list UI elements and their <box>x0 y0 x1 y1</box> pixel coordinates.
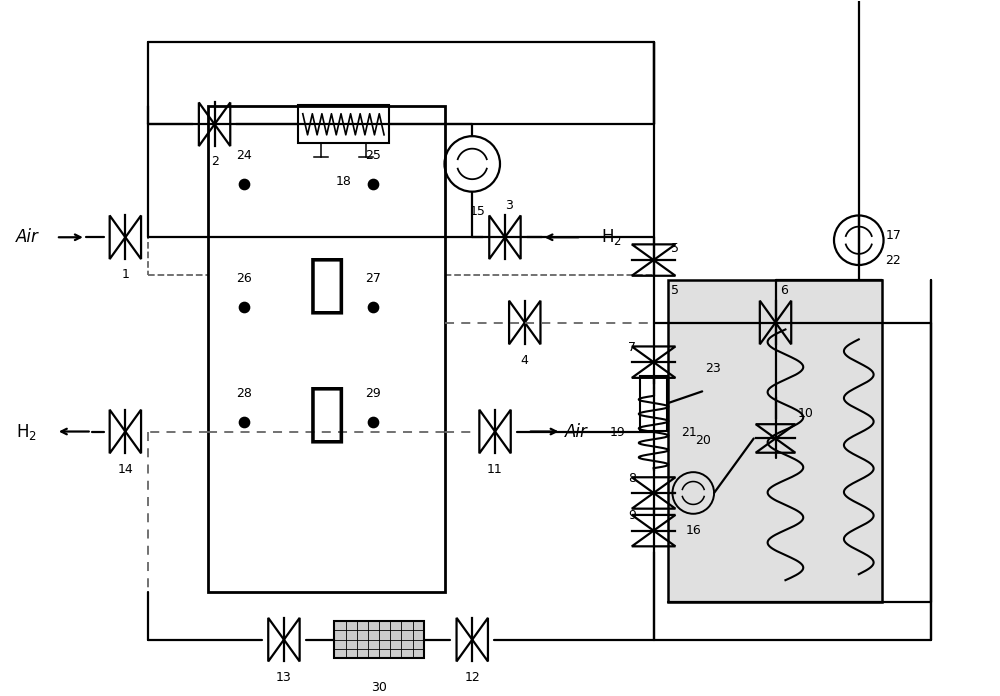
Text: 14: 14 <box>117 463 133 475</box>
Text: 10: 10 <box>797 407 813 420</box>
Text: Air: Air <box>16 228 39 246</box>
Bar <box>334 621 424 658</box>
Point <box>365 178 381 189</box>
Text: 26: 26 <box>236 272 252 285</box>
Text: 5: 5 <box>671 242 679 255</box>
Text: 24: 24 <box>236 149 252 162</box>
Text: 9: 9 <box>628 509 636 522</box>
Text: 20: 20 <box>695 434 711 448</box>
Text: 12: 12 <box>464 671 480 683</box>
Text: 15: 15 <box>469 205 485 218</box>
Bar <box>298 106 389 143</box>
Text: 27: 27 <box>365 272 381 285</box>
Bar <box>640 376 667 431</box>
Text: 11: 11 <box>487 463 503 475</box>
Text: 19: 19 <box>610 425 626 438</box>
Text: 17: 17 <box>886 229 901 242</box>
Point <box>236 301 252 313</box>
Text: 3: 3 <box>505 199 513 212</box>
Text: 6: 6 <box>780 284 788 297</box>
Text: 21: 21 <box>681 425 697 438</box>
Text: 2: 2 <box>211 155 219 168</box>
Text: 电: 电 <box>307 254 346 316</box>
Text: 30: 30 <box>371 681 387 694</box>
Text: 16: 16 <box>685 524 701 537</box>
Point <box>236 178 252 189</box>
Text: 8: 8 <box>628 472 636 484</box>
Text: 18: 18 <box>335 175 351 189</box>
Text: 13: 13 <box>276 671 292 683</box>
Text: 28: 28 <box>236 387 252 400</box>
Text: Air: Air <box>564 422 587 441</box>
Bar <box>148 42 654 275</box>
Text: 7: 7 <box>628 341 636 354</box>
Bar <box>208 106 445 592</box>
Text: 1: 1 <box>121 269 129 281</box>
Text: H$_2$: H$_2$ <box>16 422 37 441</box>
Text: H$_2$: H$_2$ <box>601 228 622 247</box>
Bar <box>668 280 882 602</box>
Text: 堆: 堆 <box>307 383 346 445</box>
Text: 25: 25 <box>365 149 381 162</box>
Point <box>236 416 252 427</box>
Point <box>365 416 381 427</box>
Point <box>365 301 381 313</box>
Text: 29: 29 <box>365 387 381 400</box>
Text: 22: 22 <box>886 253 901 267</box>
Text: 4: 4 <box>521 354 529 367</box>
Text: 5: 5 <box>671 284 679 297</box>
Text: 23: 23 <box>705 362 721 374</box>
